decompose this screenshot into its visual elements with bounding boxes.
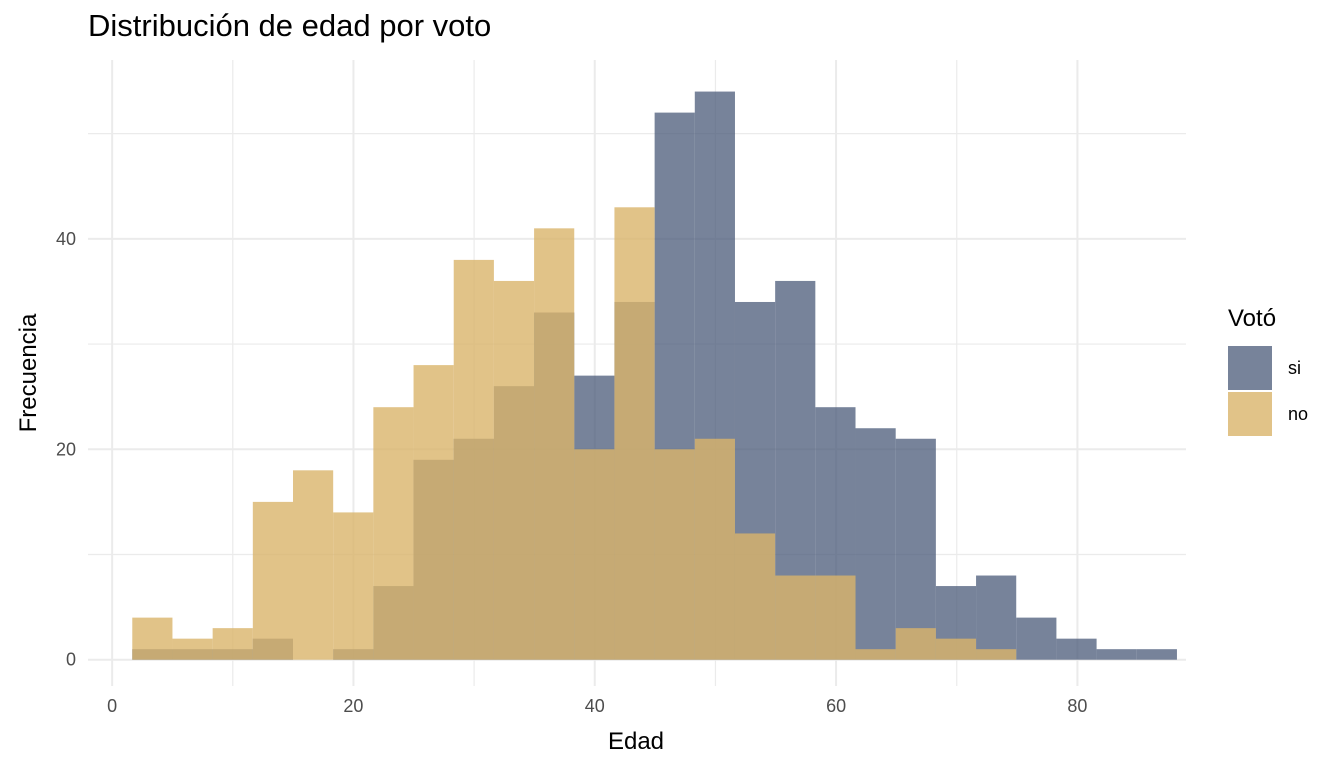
x-tick-label: 80 bbox=[1067, 696, 1087, 716]
y-tick-label: 0 bbox=[66, 650, 76, 670]
legend-item-no: no bbox=[1228, 391, 1308, 437]
legend-key-no bbox=[1228, 392, 1272, 436]
bar-no bbox=[132, 617, 173, 660]
bar-no bbox=[413, 365, 454, 660]
bar-no bbox=[574, 449, 615, 660]
bar-no bbox=[293, 470, 334, 660]
bar-no bbox=[333, 512, 374, 660]
bar-si bbox=[976, 575, 1017, 660]
bar-no bbox=[252, 501, 294, 660]
bar-no bbox=[935, 638, 977, 660]
bar-no bbox=[172, 638, 213, 660]
legend-key-si bbox=[1228, 346, 1272, 390]
y-tick-label: 40 bbox=[56, 229, 76, 249]
x-tick-label: 0 bbox=[107, 696, 117, 716]
bar-no bbox=[775, 575, 816, 660]
bar-no bbox=[212, 628, 253, 660]
chart-title: Distribución de edad por voto bbox=[88, 8, 492, 43]
bar-si bbox=[855, 428, 896, 660]
bar-no bbox=[895, 628, 936, 660]
legend-item-si: si bbox=[1228, 345, 1308, 391]
bar-si bbox=[1056, 638, 1097, 660]
bar-si bbox=[895, 438, 936, 660]
x-axis-ticks: 0 20 40 60 80 bbox=[107, 696, 1087, 716]
bar-si bbox=[1136, 649, 1177, 660]
bars-layer bbox=[132, 91, 1177, 660]
y-axis-ticks: 0 20 40 bbox=[56, 229, 76, 670]
x-tick-label: 60 bbox=[826, 696, 846, 716]
bar-no bbox=[976, 649, 1017, 660]
bar-no bbox=[734, 533, 776, 660]
bar-no bbox=[534, 228, 575, 660]
bar-si bbox=[1096, 649, 1137, 660]
bar-no bbox=[373, 407, 414, 660]
y-axis-title: Frecuencia bbox=[15, 313, 42, 432]
bar-no bbox=[815, 575, 856, 660]
legend: Votó si no bbox=[1228, 305, 1308, 437]
y-tick-label: 20 bbox=[56, 439, 76, 459]
legend-title: Votó bbox=[1228, 305, 1277, 332]
x-axis-title: Edad bbox=[608, 728, 664, 755]
legend-label-no: no bbox=[1288, 403, 1309, 424]
legend-label-si: si bbox=[1288, 357, 1301, 378]
bar-no bbox=[493, 280, 535, 660]
x-tick-label: 40 bbox=[585, 696, 605, 716]
bar-no bbox=[694, 438, 735, 660]
bar-no bbox=[614, 207, 655, 660]
bar-no bbox=[453, 259, 494, 660]
x-tick-label: 20 bbox=[343, 696, 363, 716]
bar-si bbox=[1016, 617, 1057, 660]
bar-no bbox=[654, 449, 695, 660]
bar-no bbox=[855, 649, 896, 660]
